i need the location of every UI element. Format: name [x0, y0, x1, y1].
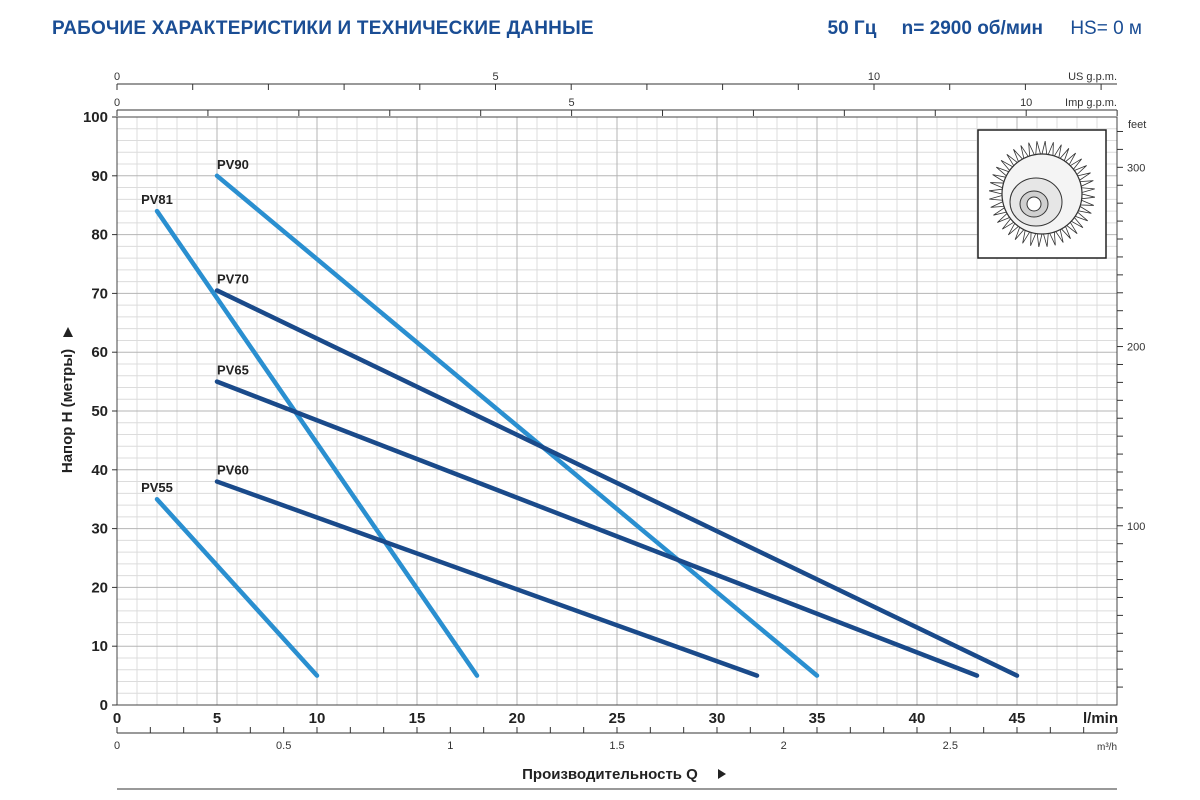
m3h-tick-label: 0.5: [276, 740, 291, 752]
x-tick-label: 15: [409, 710, 426, 727]
series-line-pv90: [214, 173, 820, 678]
x-tick-label: 25: [609, 710, 626, 727]
series-line-pv70: [214, 288, 1020, 678]
y-tick-label: 60: [91, 344, 108, 361]
m3h-tick-label: 1.5: [609, 740, 624, 752]
x-axis-title: Производительность Q: [522, 766, 698, 783]
y-tick-label: 100: [83, 109, 108, 126]
series-line-pv65: [214, 379, 980, 678]
m3h-axis: m³/h 0 0.5 1 1.5 2 2.5: [114, 727, 1118, 753]
impeller-image: [977, 129, 1107, 259]
top-flow-axes: US g.p.m. Imp g.p.m. 0 5 10 0 5 10: [114, 71, 1118, 116]
y-tick-label: 30: [91, 521, 108, 538]
top-axis-tick-label: 10: [1020, 97, 1032, 109]
top-axis-tick-label: 10: [868, 71, 880, 83]
series-label-pv60: PV60: [217, 463, 249, 478]
m3h-axis-label: m³/h: [1097, 742, 1117, 753]
us-gpm-axis-label: US g.p.m.: [1068, 71, 1117, 83]
chart-grid-major: [117, 117, 1117, 705]
series-label-pv81: PV81: [141, 192, 173, 207]
x-tick-labels: 0 5 10 15 20 25 30 35 40 45: [113, 710, 1026, 727]
y-tick-label: 90: [91, 168, 108, 185]
pump-curves: PV90 PV81 PV70 PV65 PV60 PV55: [141, 157, 1020, 678]
speed-label: n= 2900 об/мин: [901, 18, 1044, 39]
x-tick-label: 35: [809, 710, 826, 727]
x-tick-label: 45: [1009, 710, 1026, 727]
page-title: РАБОЧИЕ ХАРАКТЕРИСТИКИ И ТЕХНИЧЕСКИЕ ДАН…: [52, 18, 594, 39]
x-tick-label: 10: [309, 710, 326, 727]
x-unit-label: l/min: [1083, 710, 1118, 727]
series-label-pv90: PV90: [217, 157, 249, 172]
m3h-tick-label: 1: [447, 740, 453, 752]
x-tick-label: 30: [709, 710, 726, 727]
y-axis-title-group: Напор H (метры): [59, 349, 76, 473]
y-tick-label: 0: [100, 697, 108, 714]
y-tick-label: 80: [91, 227, 108, 244]
top-axis-tick-label: 0: [114, 97, 120, 109]
frequency-label: 50 Гц: [827, 18, 877, 39]
feet-tick-label: 100: [1127, 521, 1145, 533]
series-label-pv55: PV55: [141, 480, 173, 495]
series-line-pv60: [214, 479, 760, 678]
spec-line: 50 Гц n= 2900 об/мин HS= 0 м: [808, 18, 1142, 44]
top-axis-tick-label: 5: [569, 97, 575, 109]
m3h-tick-label: 2.5: [943, 740, 958, 752]
series-line-pv81: [154, 208, 480, 678]
y-tick-label: 40: [91, 462, 108, 479]
feet-tick-label: 200: [1127, 342, 1145, 354]
imp-gpm-axis-label: Imp g.p.m.: [1065, 97, 1117, 109]
y-axis-title: Напор H (метры): [59, 349, 76, 473]
y-tick-label: 10: [91, 638, 108, 655]
y-tick-label: 70: [91, 285, 108, 302]
top-axis-tick-label: 5: [492, 71, 498, 83]
series-label-pv65: PV65: [217, 363, 249, 378]
feet-tick-label: 300: [1127, 162, 1145, 174]
feet-axis-label: feet: [1128, 119, 1146, 131]
y-axis-arrow-icon: [63, 327, 73, 337]
suction-head-label: HS= 0 м: [1070, 18, 1142, 39]
m3h-tick-label: 0: [114, 740, 120, 752]
x-tick-label: 5: [213, 710, 221, 727]
feet-axis: feet 100 200 300: [1117, 119, 1146, 688]
y-tick-labels: 0 10 20 30 40 50 60 70 80 90 100: [83, 109, 117, 714]
x-tick-label: 40: [909, 710, 926, 727]
x-tick-label: 20: [509, 710, 526, 727]
y-tick-label: 50: [91, 403, 108, 420]
impeller-icon: [988, 140, 1096, 248]
y-tick-label: 20: [91, 579, 108, 596]
series-label-pv70: PV70: [217, 271, 249, 286]
x-axis-arrow-icon: [718, 769, 726, 779]
top-axis-tick-label: 0: [114, 71, 120, 83]
m3h-tick-label: 2: [781, 740, 787, 752]
x-tick-label: 0: [113, 710, 121, 727]
series-line-pv55: [154, 496, 320, 678]
